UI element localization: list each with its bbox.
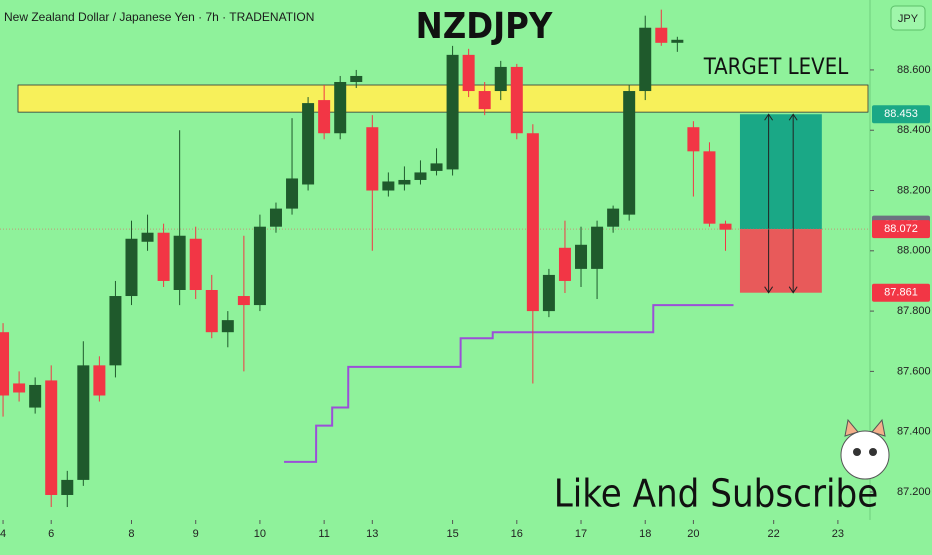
- candle-body: [510, 66, 523, 134]
- x-tick-label: 9: [193, 528, 199, 540]
- price-label: 87.861: [884, 287, 918, 299]
- x-tick-label: 18: [639, 528, 651, 540]
- candle-body: [125, 238, 138, 297]
- candle-body: [237, 296, 250, 306]
- price-label: 88.072: [884, 223, 918, 235]
- candle-body: [334, 81, 347, 134]
- x-tick-label: 15: [446, 528, 458, 540]
- candle-body: [221, 320, 234, 333]
- price-label: 88.453: [884, 108, 918, 120]
- candle-body: [575, 244, 588, 269]
- candle-body: [623, 91, 636, 215]
- y-tick-label: 87.600: [897, 365, 931, 377]
- candle-body: [639, 27, 652, 92]
- candle-body: [45, 380, 58, 495]
- x-tick-label: 22: [768, 528, 780, 540]
- candle-body: [430, 163, 443, 171]
- candle-body: [0, 332, 10, 396]
- candle-body: [558, 247, 571, 281]
- x-tick-label: 20: [687, 528, 699, 540]
- y-tick-label: 88.600: [897, 64, 931, 76]
- candle-body: [93, 365, 106, 396]
- y-tick-label: 88.400: [897, 124, 931, 136]
- y-tick-label: 88.000: [897, 245, 931, 257]
- candle-body: [719, 223, 732, 230]
- footer-text: Like And Subscribe: [554, 472, 878, 516]
- candle-body: [350, 75, 363, 82]
- candle-body: [366, 127, 379, 191]
- arrow-head: [764, 113, 774, 294]
- candle-body: [671, 39, 684, 43]
- candle-body: [205, 289, 218, 333]
- x-tick-label: 23: [832, 528, 844, 540]
- candle-body: [703, 151, 716, 224]
- candle-body: [542, 274, 555, 312]
- candle-body: [478, 91, 491, 110]
- chart-title: NZDJPY: [416, 6, 553, 47]
- candle-body: [157, 232, 170, 281]
- candle-body: [29, 384, 42, 408]
- x-tick-label: 16: [511, 528, 523, 540]
- loss-zone: [739, 229, 822, 293]
- x-tick-label: 17: [575, 528, 587, 540]
- x-tick-label: 10: [254, 528, 266, 540]
- candle-body: [253, 226, 266, 306]
- candle-body: [269, 208, 282, 227]
- currency: JPY: [898, 13, 919, 25]
- y-tick-label: 87.400: [897, 426, 931, 438]
- x-tick-label: 8: [128, 528, 134, 540]
- stop-line: [284, 304, 734, 463]
- candle-body: [189, 238, 202, 290]
- candle-body: [77, 365, 90, 480]
- currency-box[interactable]: [890, 5, 926, 31]
- candle-body: [398, 179, 411, 185]
- x-tick-label: 6: [48, 528, 54, 540]
- candle-body: [286, 178, 299, 209]
- y-tick-label: 87.800: [897, 305, 931, 317]
- price-label-box: [872, 283, 930, 302]
- resistance-band: [17, 84, 869, 113]
- y-tick-label: 87.200: [897, 486, 931, 498]
- candle-body: [13, 383, 26, 393]
- candle-body: [655, 27, 668, 43]
- candle-body: [141, 232, 154, 242]
- price-label-box: [872, 105, 930, 124]
- candle-body: [173, 235, 186, 290]
- candle-body: [109, 296, 122, 366]
- x-tick-label: 11: [318, 528, 329, 540]
- candle-body: [526, 133, 539, 312]
- candle-body: [607, 208, 620, 227]
- candle-body: [318, 100, 331, 134]
- x-tick-label: 4: [0, 528, 6, 540]
- candle-body: [414, 172, 427, 180]
- candle-body: [462, 54, 475, 92]
- target-text: TARGET LEVEL: [703, 55, 848, 80]
- profit-zone: [739, 114, 822, 230]
- candle-body: [494, 66, 507, 92]
- y-tick-label: 88.200: [897, 184, 931, 196]
- candle-body: [302, 103, 315, 185]
- candle-body: [382, 181, 395, 191]
- subtitle: New Zealand Dollar / Japanese Yen · 7h ·…: [4, 10, 314, 24]
- arrow-head: [788, 113, 798, 294]
- candle-body: [61, 479, 74, 495]
- candle-body: [591, 226, 604, 269]
- mascot: [840, 418, 890, 480]
- candle-body: [446, 54, 459, 170]
- candle-body: [687, 127, 700, 152]
- price-label-box: [872, 220, 930, 239]
- x-tick-label: 13: [366, 528, 378, 540]
